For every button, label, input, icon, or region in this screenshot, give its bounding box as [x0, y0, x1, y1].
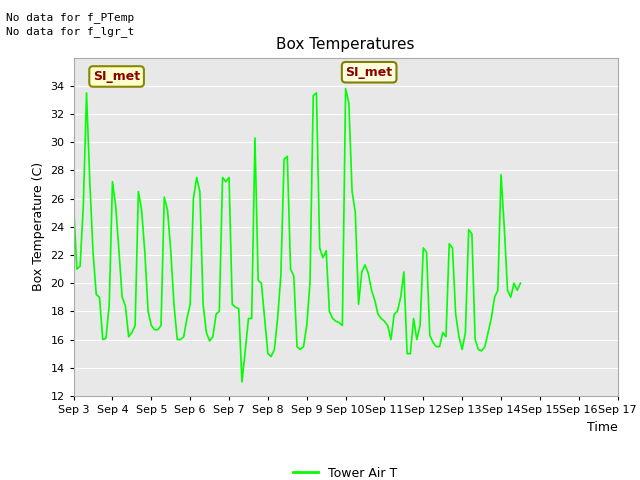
Y-axis label: Box Temperature (C): Box Temperature (C) [32, 162, 45, 291]
Text: SI_met: SI_met [346, 66, 393, 79]
Title: Box Temperatures: Box Temperatures [276, 37, 415, 52]
Text: No data for f_PTemp: No data for f_PTemp [6, 12, 134, 23]
Text: SI_met: SI_met [93, 70, 140, 83]
X-axis label: Time: Time [587, 420, 618, 433]
Text: No data for f_lgr_t: No data for f_lgr_t [6, 26, 134, 37]
Legend: Tower Air T: Tower Air T [289, 461, 403, 480]
